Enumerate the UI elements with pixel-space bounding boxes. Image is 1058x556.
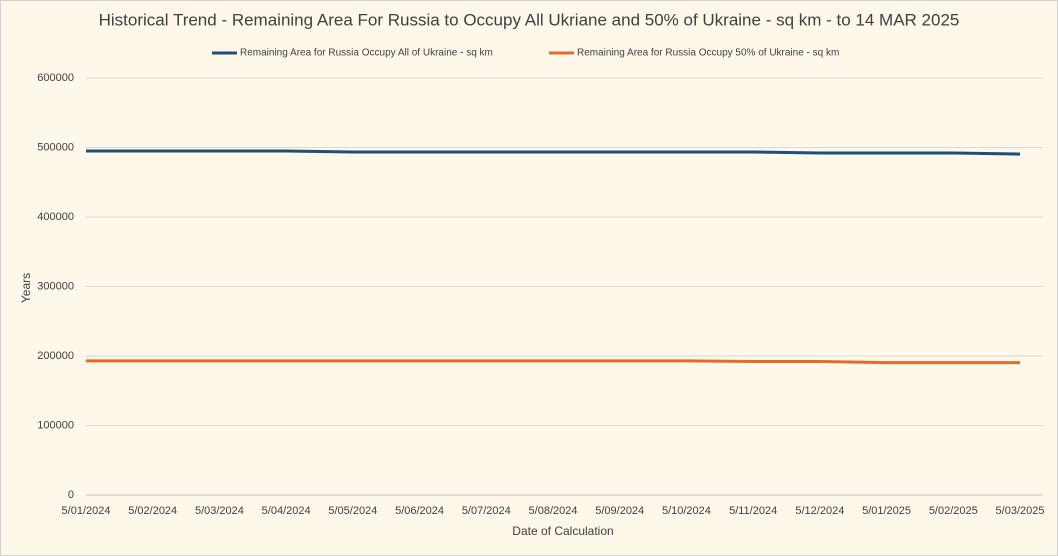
- y-tick-label: 600000: [37, 72, 74, 84]
- series-line: [86, 359, 1020, 365]
- x-tick-label: 5/01/2024: [62, 505, 111, 517]
- y-tick-label: 100000: [37, 419, 74, 431]
- x-tick-label: 5/12/2024: [795, 505, 844, 517]
- x-tick-label: 5/03/2024: [195, 505, 244, 517]
- x-tick-label: 5/08/2024: [529, 505, 578, 517]
- x-tick-label: 5/01/2025: [862, 505, 911, 517]
- legend-label: Remaining Area for Russia Occupy 50% of …: [577, 48, 839, 59]
- x-tick-label: 5/10/2024: [662, 505, 711, 517]
- y-tick-label: 0: [68, 489, 74, 501]
- y-tick-label: 300000: [37, 280, 74, 292]
- y-tick-label: 500000: [37, 141, 74, 153]
- x-tick-label: 5/05/2024: [328, 505, 377, 517]
- x-axis-label: Date of Calculation: [512, 524, 613, 538]
- series-line: [86, 149, 1021, 156]
- x-tick-label: 5/09/2024: [595, 505, 644, 517]
- x-tick-label: 5/11/2024: [729, 505, 777, 517]
- y-tick-label: 200000: [37, 350, 74, 362]
- legend-label: Remaining Area for Russia Occupy All of …: [240, 48, 493, 59]
- x-tick-label: 5/04/2024: [262, 505, 311, 517]
- x-tick-label: 5/02/2025: [929, 505, 978, 517]
- x-tick-label: 5/03/2025: [996, 505, 1045, 517]
- x-tick-label: 5/06/2024: [395, 505, 444, 517]
- chart-title: Historical Trend - Remaining Area For Ru…: [99, 10, 960, 29]
- x-tick-label: 5/07/2024: [462, 505, 511, 517]
- x-tick-label: 5/02/2024: [128, 505, 177, 517]
- y-tick-label: 400000: [37, 211, 74, 223]
- y-axis-label: Years: [19, 273, 33, 303]
